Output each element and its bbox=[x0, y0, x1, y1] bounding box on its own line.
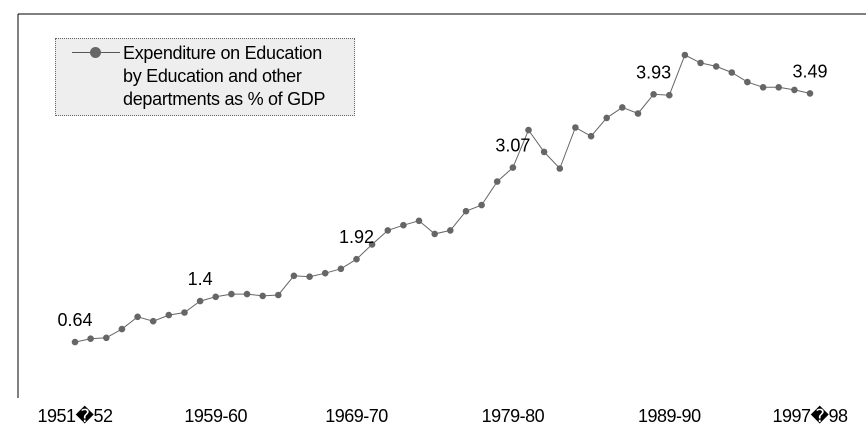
data-point bbox=[368, 241, 376, 248]
data-point bbox=[353, 255, 360, 263]
data-label: 3.49 bbox=[792, 61, 827, 81]
data-point bbox=[306, 273, 313, 281]
data-point bbox=[556, 165, 564, 172]
data-point bbox=[681, 51, 689, 59]
data-point bbox=[181, 309, 188, 316]
data-point bbox=[728, 69, 736, 76]
data-point bbox=[118, 325, 126, 333]
series-layer bbox=[71, 51, 814, 346]
data-point bbox=[228, 290, 235, 298]
legend bbox=[55, 38, 355, 116]
x-axis-tick-labels: 1951�52 1959-60 1969-70 1979-80 1989-90 1997�… bbox=[37, 405, 848, 426]
data-point bbox=[275, 291, 282, 299]
data-point bbox=[243, 290, 251, 298]
data-point bbox=[603, 114, 610, 122]
data-label: 1.4 bbox=[188, 269, 213, 289]
data-point bbox=[71, 338, 79, 346]
data-point bbox=[525, 126, 532, 134]
data-label: 1.92 bbox=[339, 227, 374, 247]
data-point bbox=[337, 265, 345, 273]
data-point bbox=[400, 221, 407, 229]
data-point bbox=[791, 86, 798, 94]
data-label: 3.07 bbox=[495, 136, 530, 156]
x-tick-label: 1997�98 bbox=[772, 405, 848, 426]
data-point bbox=[290, 272, 298, 280]
data-label: 0.64 bbox=[57, 310, 92, 330]
data-point bbox=[775, 84, 782, 91]
data-point bbox=[478, 201, 485, 209]
data-point bbox=[806, 90, 814, 97]
data-point bbox=[697, 59, 704, 67]
data-point bbox=[540, 148, 548, 156]
data-point bbox=[447, 227, 454, 234]
data-point bbox=[712, 63, 720, 70]
data-point bbox=[666, 91, 673, 99]
legend-line-1: Expenditure on Education bbox=[123, 43, 322, 63]
data-point bbox=[134, 313, 141, 321]
data-label-layer: 0.64 1.4 1.92 3.07 3.93 3.49 bbox=[57, 61, 827, 330]
x-tick-label: 1959-60 bbox=[184, 406, 247, 426]
data-point bbox=[744, 78, 751, 86]
x-tick-label: 1969-70 bbox=[325, 406, 388, 426]
data-point bbox=[149, 317, 157, 325]
data-point bbox=[259, 292, 267, 300]
data-point bbox=[587, 132, 595, 140]
data-point bbox=[462, 207, 470, 215]
legend-series-marker bbox=[90, 47, 101, 58]
data-point bbox=[196, 297, 204, 305]
data-point bbox=[103, 334, 110, 342]
data-point bbox=[509, 164, 517, 171]
legend-label: Expenditure on Education by Education an… bbox=[123, 42, 353, 111]
data-point bbox=[321, 269, 329, 277]
data-label: 3.93 bbox=[636, 62, 671, 82]
data-point bbox=[572, 124, 579, 131]
data-point bbox=[493, 178, 501, 185]
x-tick-label: 1979-80 bbox=[482, 406, 545, 426]
x-tick-label: 1989-90 bbox=[638, 406, 701, 426]
data-point bbox=[384, 227, 392, 234]
data-point bbox=[650, 91, 657, 98]
data-point bbox=[619, 104, 626, 111]
legend-line-3: departments as % of GDP bbox=[123, 89, 326, 109]
data-point bbox=[634, 110, 642, 117]
x-tick-label: 1951�52 bbox=[37, 405, 113, 426]
data-point bbox=[87, 335, 94, 343]
data-point bbox=[431, 230, 439, 238]
data-point bbox=[165, 311, 173, 319]
legend-line-2: by Education and other bbox=[123, 66, 302, 86]
data-point bbox=[212, 293, 219, 301]
data-point bbox=[415, 217, 423, 225]
data-point bbox=[759, 84, 767, 91]
